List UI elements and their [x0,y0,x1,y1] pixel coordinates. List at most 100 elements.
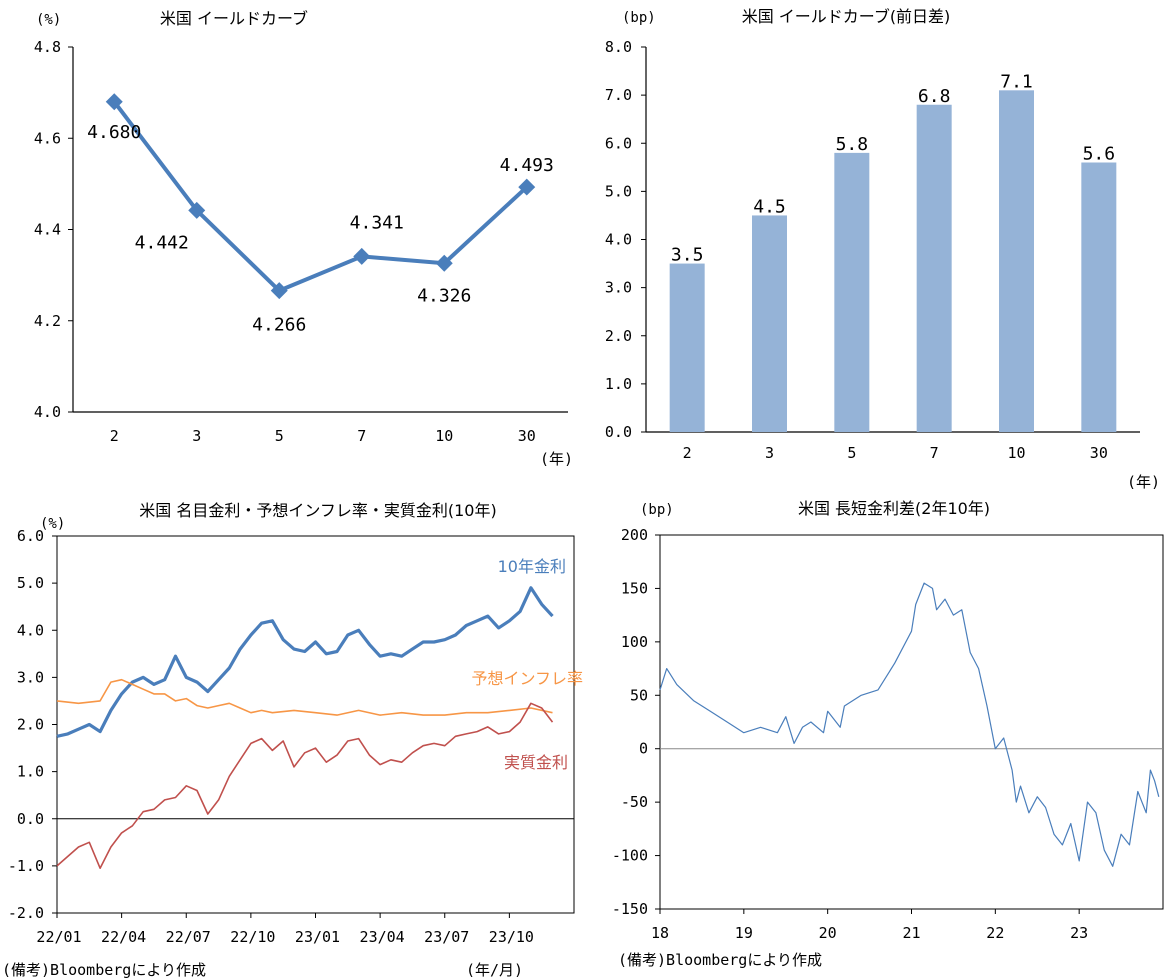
spread-y-tick-label: -50 [621,793,648,811]
rates-y-tick-label: 3.0 [17,668,44,686]
yield-curve-x-tick-label: 30 [518,427,536,445]
yield-curve-point [435,254,453,272]
yield-change-bar [916,104,952,432]
rates-x-tick-label: 23/04 [360,928,405,946]
yield-curve-point [105,93,123,111]
yield-change-x-tick-label: 5 [847,444,856,462]
yield-change-y-tick-label: 2.0 [605,327,632,345]
yield-change-bar [752,215,787,432]
yield-curve-y-tick-label: 4.8 [34,38,61,56]
spread-y-tick-label: 0 [639,740,648,758]
yield-change-x-tick-label: 7 [930,444,939,462]
spread-y-tick-label: -100 [612,847,648,865]
rates-x-tick-label: 22/07 [166,928,211,946]
spread-x-tick-label: 22 [986,924,1004,942]
rates-series-line [56,586,554,738]
rates-y-tick-label: -1.0 [8,857,44,875]
yield-curve-x-tick-label: 5 [275,427,284,445]
spread-source-note: (備考)Bloombergにより作成 [618,951,822,969]
yield-curve-point [188,201,206,219]
rates-x-tick-label: 23/01 [295,928,340,946]
yield-curve-y-tick-label: 4.0 [34,403,61,421]
yield-change-y-tick-label: 8.0 [605,38,632,56]
yield-change-bar [669,263,705,432]
spread-y-tick-label: 50 [630,686,648,704]
spread-x-tick-label: 18 [651,924,669,942]
yield-curve-x-tick-label: 2 [110,427,119,445]
spread-y-tick-label: 200 [621,526,648,544]
yield-change-data-label: 4.5 [753,196,786,217]
yield-curve-data-label: 4.442 [135,232,189,253]
yield-change-y-tick-label: 4.0 [605,231,632,249]
yield-curve-data-label: 4.341 [350,212,404,233]
yield-change-data-label: 5.8 [836,134,869,155]
rates-x-tick-label: 22/04 [101,928,146,946]
panel-yield-change: 米国 イールドカーブ(前日差) (bp) (年) 0.0 1.0 2.0 3.0 4.0… [605,7,1160,491]
spread-y-tick-label: 150 [621,579,648,597]
yield-curve-x-unit-label: (年) [540,450,573,468]
yield-curve-point [518,178,536,196]
panel-spread: 米国 長短金利差(2年10年) (bp) (備考)Bloombergにより作成 … [612,499,1164,969]
spread-x-tick-label: 19 [735,924,753,942]
yield-change-data-label: 7.1 [1000,71,1033,92]
yield-curve-y-tick-label: 4.4 [34,221,61,239]
spread-series-line [659,582,1160,867]
yield-change-bar [834,152,870,432]
yield-change-y-tick-label: 5.0 [605,182,632,200]
rates-unit-label: (%) [40,516,65,532]
yield-curve-x-tick-label: 10 [435,427,453,445]
yield-curve-data-label: 4.493 [500,155,554,176]
rates-y-tick-label: -2.0 [8,904,44,922]
yield-change-x-tick-label: 10 [1007,444,1025,462]
yield-curve-unit-label: (%) [36,12,61,28]
rates-y-tick-label: 6.0 [17,527,44,545]
yield-change-data-label: 3.5 [671,245,704,266]
spread-y-tick-label: -150 [612,900,648,918]
rates-y-tick-label: 0.0 [17,810,44,828]
yield-change-x-tick-label: 2 [683,444,692,462]
rates-series-label: 実質金利 [504,753,568,772]
yield-change-data-label: 5.6 [1083,144,1116,165]
rates-series-label: 10年金利 [498,557,566,576]
yield-curve-title: 米国 イールドカーブ [160,9,308,28]
yield-curve-data-label: 4.326 [417,285,471,306]
yield-curve-data-label: 4.266 [252,315,306,336]
rates-y-tick-label: 2.0 [17,716,44,734]
rates-x-tick-label: 22/01 [36,928,81,946]
rates-y-tick-label: 5.0 [17,574,44,592]
yield-curve-point [353,247,371,265]
rates-source-note: (備考)Bloombergにより作成 [2,961,206,979]
yield-change-y-tick-label: 1.0 [605,375,632,393]
yield-change-y-tick-label: 3.0 [605,279,632,297]
rates-series-line [56,702,554,870]
spread-unit-label: (bp) [640,502,674,518]
panel-rates: 米国 名目金利・予想インフレ率・実質金利(10年) (%) (年/月) (備考)… [2,501,583,979]
rates-x-tick-label: 22/10 [230,928,275,946]
rates-y-tick-label: 4.0 [17,621,44,639]
yield-curve-y-tick-label: 4.6 [34,129,61,147]
rates-series-label: 予想インフレ率 [471,669,583,688]
spread-y-tick-label: 100 [621,633,648,651]
spread-x-tick-label: 23 [1070,924,1088,942]
yield-change-y-tick-label: 6.0 [605,134,632,152]
rates-series-line [56,678,553,716]
spread-title: 米国 長短金利差(2年10年) [798,499,990,518]
spread-x-tick-label: 21 [902,924,920,942]
yield-change-x-unit-label: (年) [1127,473,1160,491]
rates-y-tick-label: 1.0 [17,763,44,781]
yield-curve-data-label: 4.680 [87,122,141,143]
yield-change-title: 米国 イールドカーブ(前日差) [742,7,951,26]
rates-x-tick-label: 23/07 [424,928,469,946]
yield-change-y-tick-label: 7.0 [605,86,632,104]
yield-change-data-label: 6.8 [918,86,951,107]
yield-curve-line [112,100,529,293]
rates-x-tick-label: 23/10 [489,928,534,946]
yield-curve-y-tick-label: 4.2 [34,312,61,330]
yield-change-x-tick-label: 3 [765,444,774,462]
yield-curve-x-tick-label: 3 [192,427,201,445]
yield-change-x-tick-label: 30 [1090,444,1108,462]
yield-curve-x-tick-label: 7 [357,427,366,445]
yield-change-bar [1081,162,1117,432]
rates-title: 米国 名目金利・予想インフレ率・実質金利(10年) [139,501,496,520]
